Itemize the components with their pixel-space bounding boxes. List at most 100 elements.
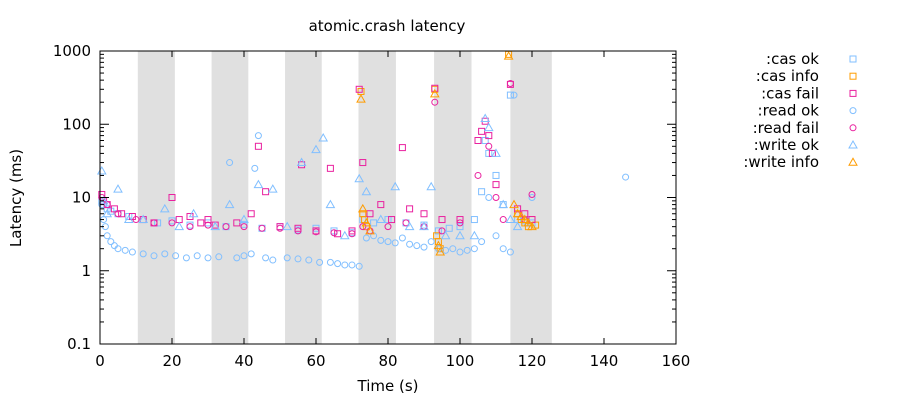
x-tick-label: 80	[378, 352, 397, 370]
data-point	[362, 223, 370, 231]
data-point	[305, 256, 313, 264]
data-point	[240, 220, 248, 228]
data-point	[492, 171, 500, 179]
data-point	[269, 256, 277, 264]
nemesis-band-5	[434, 51, 472, 344]
data-point	[456, 223, 464, 231]
legend-marker	[849, 55, 857, 63]
data-point	[254, 142, 262, 150]
data-point	[294, 224, 302, 232]
data-point	[492, 232, 500, 240]
data-point	[456, 219, 464, 227]
data-point	[456, 216, 464, 224]
data-point	[469, 230, 480, 240]
data-point	[204, 254, 212, 262]
data-point	[505, 214, 516, 224]
data-point	[359, 159, 367, 167]
data-point	[419, 221, 429, 231]
x-tick-label: 60	[306, 352, 325, 370]
data-point	[420, 243, 428, 251]
data-point	[499, 245, 507, 253]
data-point	[485, 142, 493, 150]
legend-label: :read fail	[753, 119, 819, 137]
y-tick-label: 10	[72, 189, 91, 207]
data-point	[168, 217, 176, 225]
data-point	[431, 98, 439, 106]
data-point	[491, 148, 501, 157]
data-point	[361, 217, 372, 227]
data-point	[485, 194, 493, 201]
data-point	[118, 210, 126, 218]
data-point	[433, 240, 444, 250]
data-point	[499, 216, 507, 224]
data-point	[426, 181, 437, 191]
data-point	[516, 211, 527, 221]
data-point	[182, 254, 190, 262]
data-point	[103, 232, 111, 240]
data-point	[296, 157, 307, 167]
data-point	[357, 203, 368, 213]
data-point	[442, 246, 450, 254]
data-point	[311, 144, 321, 154]
data-point	[622, 173, 630, 181]
data-point	[326, 258, 334, 266]
data-point	[384, 238, 392, 246]
data-point	[377, 236, 385, 244]
data-point	[262, 254, 270, 262]
data-point	[483, 122, 494, 132]
data-point	[356, 94, 366, 103]
data-point	[366, 210, 374, 218]
data-point	[365, 225, 375, 235]
data-point	[113, 184, 123, 193]
data-point	[434, 238, 442, 246]
legend-marker	[849, 89, 857, 97]
data-point	[390, 181, 401, 191]
data-point	[325, 199, 336, 209]
data-point	[226, 159, 234, 167]
legend-label: :write info	[743, 153, 819, 171]
data-point	[474, 171, 482, 179]
data-point	[404, 221, 415, 231]
data-point	[485, 132, 493, 140]
data-point	[470, 216, 478, 224]
data-point	[470, 245, 478, 253]
data-point	[361, 186, 372, 196]
data-point	[334, 260, 342, 268]
x-axis: 0 20 40 60 80 100 120 140 160	[95, 51, 690, 370]
legend-label: :cas info	[756, 67, 819, 85]
data-point	[168, 219, 176, 227]
y-tick-label: 1	[81, 262, 91, 280]
data-point	[262, 188, 270, 196]
data-point	[478, 238, 486, 246]
data-point	[355, 262, 363, 270]
data-point	[413, 242, 421, 250]
data-point	[480, 113, 491, 122]
data-point	[427, 238, 435, 246]
data-point	[485, 149, 493, 157]
data-point	[215, 253, 223, 261]
data-point	[398, 234, 406, 242]
data-point	[326, 164, 334, 172]
data-point	[478, 127, 486, 135]
data-point	[506, 80, 514, 88]
data-point	[375, 214, 386, 224]
data-point	[509, 199, 519, 209]
data-point	[204, 221, 212, 229]
data-point	[233, 254, 241, 262]
data-point	[523, 217, 534, 227]
x-tick-label: 40	[234, 352, 253, 370]
data-point	[492, 181, 500, 189]
data-point	[102, 208, 113, 218]
data-point	[316, 258, 324, 266]
data-point	[406, 240, 414, 248]
data-point	[474, 137, 482, 145]
data-point	[512, 221, 523, 231]
x-tick-label: 120	[518, 352, 547, 370]
series-3	[98, 91, 630, 270]
data-point	[103, 205, 111, 213]
legend-label: :write ok	[754, 136, 820, 154]
chart-title: atomic.crash latency	[309, 17, 466, 35]
data-point	[267, 184, 278, 193]
data-point	[318, 132, 329, 142]
